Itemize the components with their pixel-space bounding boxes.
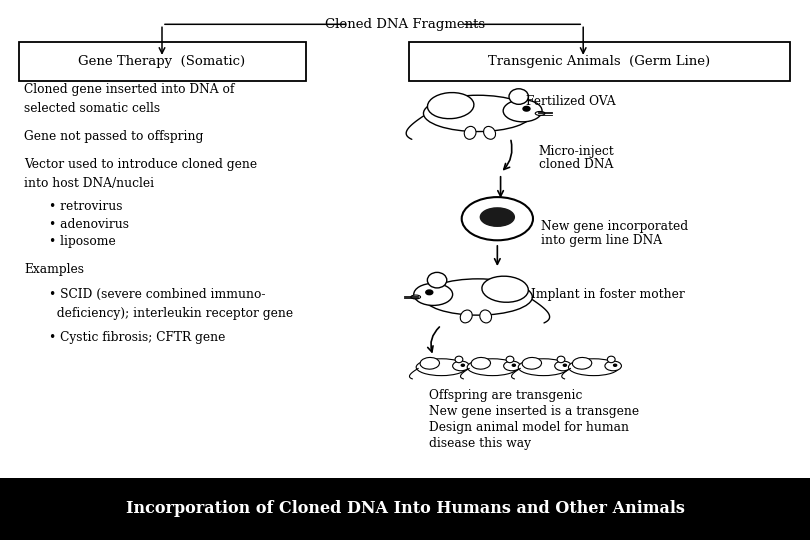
Ellipse shape [522, 357, 542, 369]
Ellipse shape [462, 197, 533, 240]
Ellipse shape [424, 279, 532, 315]
FancyBboxPatch shape [409, 42, 790, 81]
Ellipse shape [573, 357, 592, 369]
Ellipse shape [411, 295, 420, 299]
Ellipse shape [428, 272, 447, 288]
Ellipse shape [555, 361, 571, 371]
Text: selected somatic cells: selected somatic cells [24, 102, 160, 114]
Text: cloned DNA: cloned DNA [539, 158, 613, 171]
Text: • Cystic fibrosis; CFTR gene: • Cystic fibrosis; CFTR gene [49, 331, 225, 344]
Ellipse shape [480, 208, 514, 226]
Ellipse shape [471, 357, 491, 369]
Ellipse shape [420, 357, 440, 369]
Ellipse shape [467, 359, 518, 376]
Ellipse shape [428, 92, 474, 119]
Circle shape [613, 364, 616, 366]
Ellipse shape [464, 126, 476, 139]
Ellipse shape [453, 361, 469, 371]
Ellipse shape [535, 111, 545, 116]
Text: deficiency); interleukin receptor gene: deficiency); interleukin receptor gene [49, 307, 292, 320]
Text: Transgenic Animals  (Germ Line): Transgenic Animals (Germ Line) [488, 55, 710, 68]
Text: Vector used to introduce cloned gene: Vector used to introduce cloned gene [24, 158, 258, 171]
Circle shape [461, 364, 464, 366]
Ellipse shape [416, 359, 467, 376]
Circle shape [512, 364, 515, 366]
Text: • adenovirus: • adenovirus [49, 218, 129, 231]
Circle shape [563, 364, 566, 366]
Ellipse shape [605, 361, 621, 371]
Text: Micro-inject: Micro-inject [539, 145, 615, 158]
Text: Implant in foster mother: Implant in foster mother [531, 288, 684, 301]
Ellipse shape [484, 126, 496, 139]
Ellipse shape [503, 100, 542, 122]
Ellipse shape [482, 276, 528, 302]
Circle shape [523, 106, 530, 111]
Circle shape [426, 290, 433, 295]
Text: into host DNA/nuclei: into host DNA/nuclei [24, 177, 155, 190]
Ellipse shape [480, 310, 492, 323]
Text: • SCID (severe combined immuno-: • SCID (severe combined immuno- [49, 288, 265, 301]
Text: • liposome: • liposome [49, 235, 115, 248]
Text: New gene inserted is a transgene: New gene inserted is a transgene [429, 405, 639, 418]
Ellipse shape [460, 310, 472, 323]
Bar [0, 478, 810, 540]
Text: Examples: Examples [24, 264, 84, 276]
Ellipse shape [569, 359, 619, 376]
Ellipse shape [504, 361, 520, 371]
Ellipse shape [608, 356, 615, 363]
FancyBboxPatch shape [19, 42, 306, 81]
Text: • retrovirus: • retrovirus [49, 200, 122, 213]
Text: Gene not passed to offspring: Gene not passed to offspring [24, 130, 203, 143]
Text: Fertilized OVA: Fertilized OVA [526, 95, 616, 108]
Text: Offspring are transgenic: Offspring are transgenic [429, 389, 582, 402]
Text: Gene Therapy  (Somatic): Gene Therapy (Somatic) [79, 55, 245, 68]
Ellipse shape [455, 356, 463, 363]
Text: Incorporation of Cloned DNA Into Humans and Other Animals: Incorporation of Cloned DNA Into Humans … [126, 501, 684, 517]
Ellipse shape [414, 284, 453, 306]
Text: Cloned gene inserted into DNA of: Cloned gene inserted into DNA of [24, 83, 235, 96]
Text: into germ line DNA: into germ line DNA [541, 234, 663, 247]
Ellipse shape [509, 89, 528, 104]
Text: Cloned DNA Fragments: Cloned DNA Fragments [325, 18, 485, 31]
Text: New gene incorporated: New gene incorporated [541, 220, 688, 233]
Ellipse shape [557, 356, 565, 363]
Ellipse shape [506, 356, 514, 363]
Ellipse shape [424, 95, 532, 132]
Text: Design animal model for human: Design animal model for human [429, 421, 629, 434]
Text: disease this way: disease this way [429, 437, 531, 450]
Ellipse shape [518, 359, 569, 376]
